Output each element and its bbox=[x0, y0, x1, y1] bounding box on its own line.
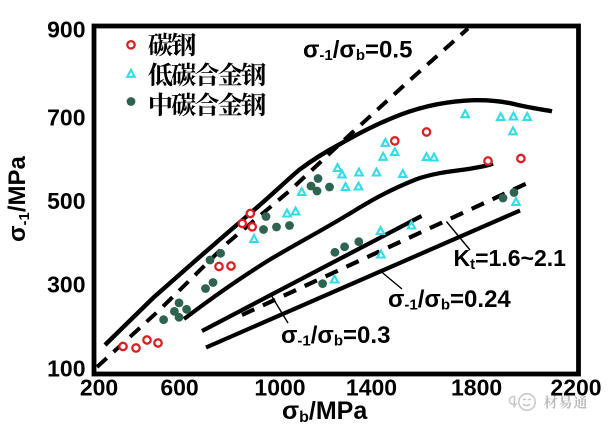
svg-text:1400: 1400 bbox=[346, 375, 397, 401]
svg-text:100: 100 bbox=[47, 356, 85, 382]
svg-text:σ-1/σb=0.5: σ-1/σb=0.5 bbox=[303, 37, 412, 65]
svg-text:σ-1/MPa: σ-1/MPa bbox=[4, 155, 33, 241]
svg-text:σb/MPa: σb/MPa bbox=[282, 397, 368, 426]
svg-text:2200: 2200 bbox=[550, 375, 601, 401]
svg-text:200: 200 bbox=[80, 375, 118, 401]
svg-text:300: 300 bbox=[47, 272, 85, 298]
svg-text:1000: 1000 bbox=[254, 375, 305, 401]
svg-text:700: 700 bbox=[47, 105, 85, 131]
svg-text:σ-1/σb=0.24: σ-1/σb=0.24 bbox=[388, 286, 511, 314]
svg-text:600: 600 bbox=[160, 375, 198, 401]
svg-text:500: 500 bbox=[47, 188, 85, 214]
svg-text:1800: 1800 bbox=[451, 375, 502, 401]
svg-text:900: 900 bbox=[47, 17, 85, 43]
